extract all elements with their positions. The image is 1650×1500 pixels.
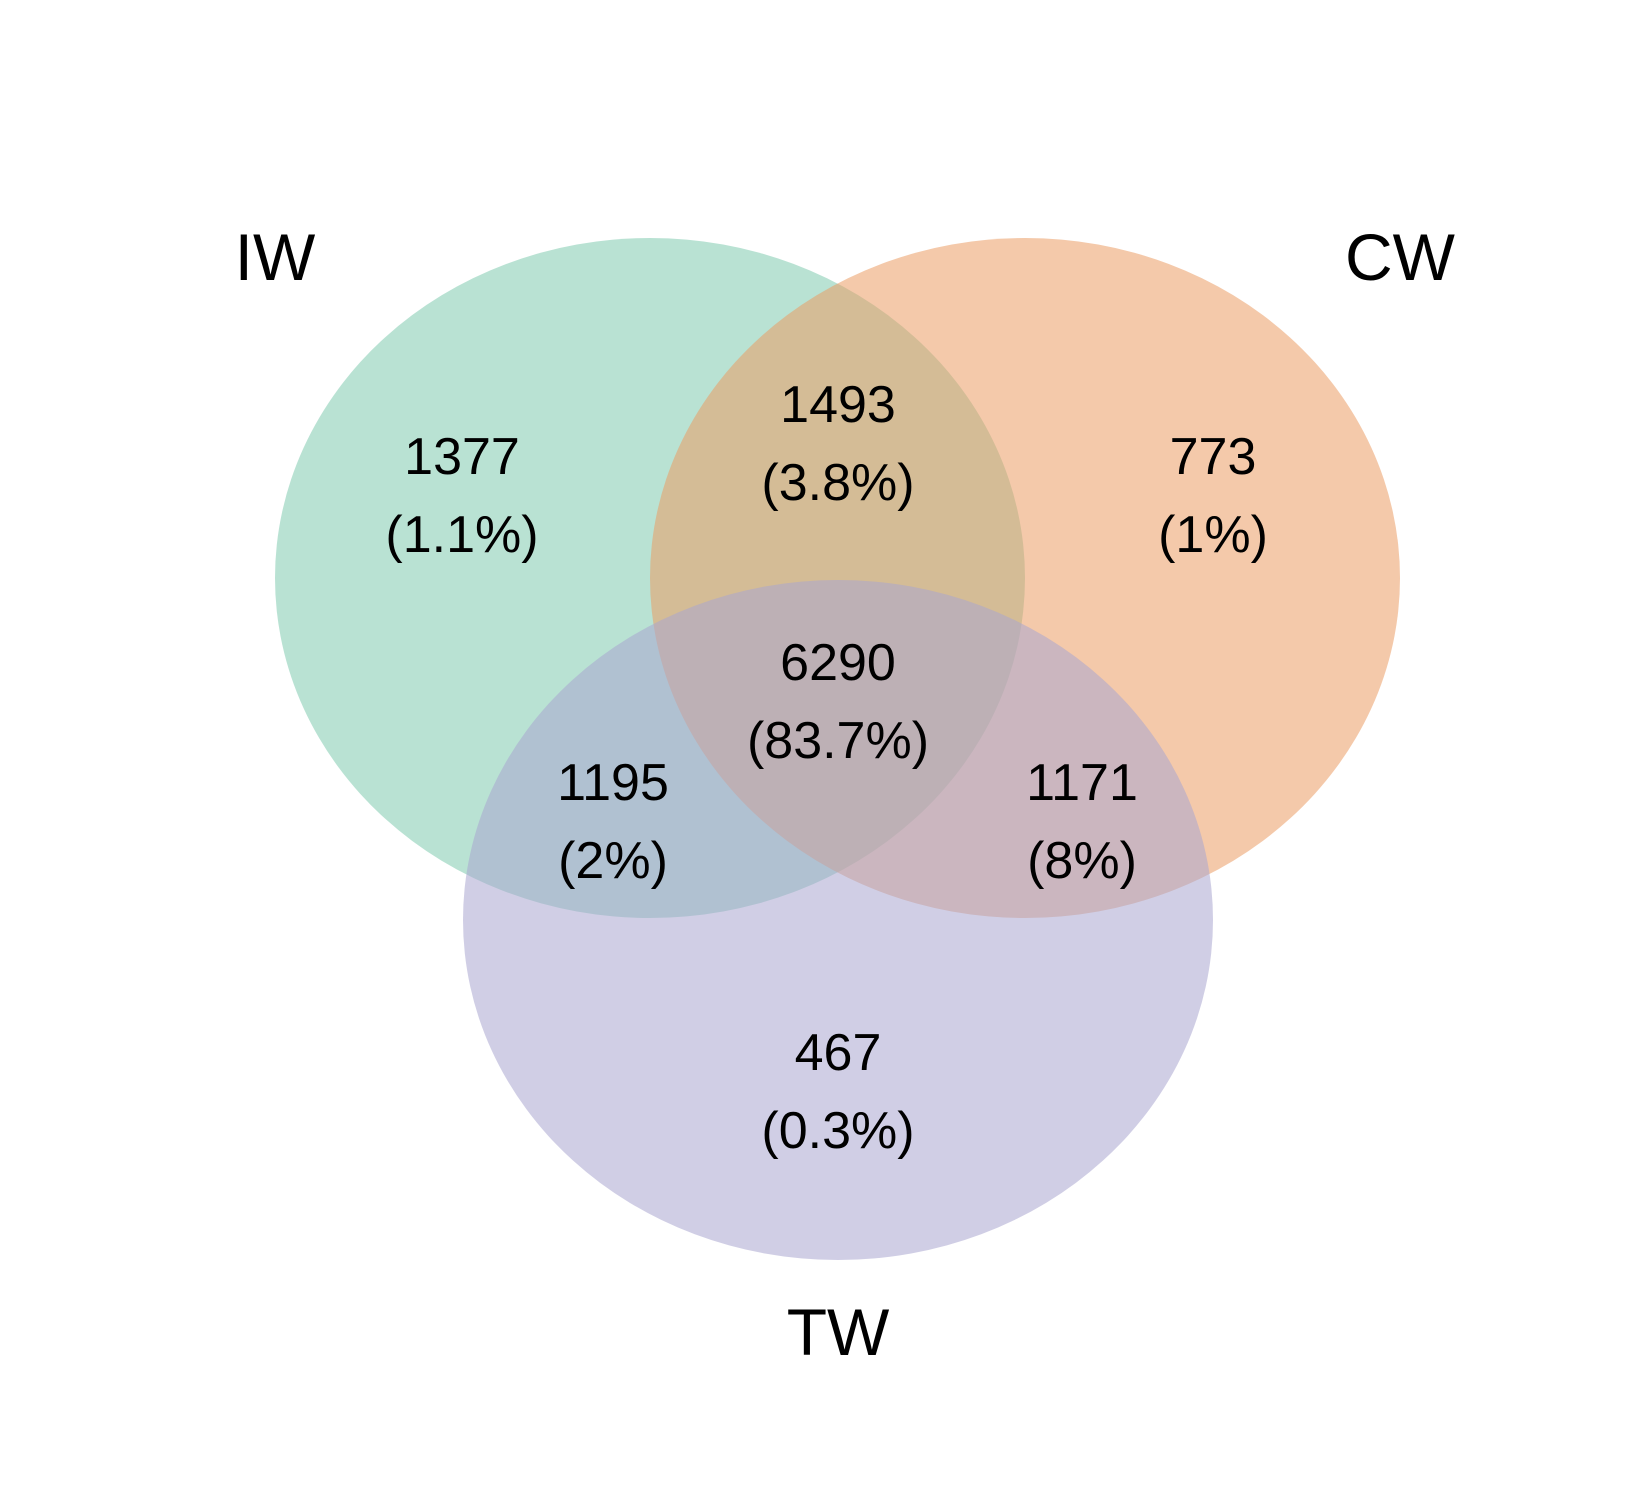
set-label-iw: IW	[235, 220, 316, 294]
set-label-cw: CW	[1345, 220, 1456, 294]
region-percent: (8%)	[1027, 832, 1137, 890]
region-count: 1493	[780, 376, 896, 434]
region-percent: (83.7%)	[747, 712, 929, 770]
region-iw-only: 1377 (1.1%)	[385, 428, 538, 564]
region-count: 6290	[780, 634, 896, 692]
region-percent: (2%)	[558, 832, 668, 890]
region-count: 1171	[1026, 754, 1138, 812]
region-iw-tw: 1195 (2%)	[557, 754, 669, 890]
region-percent: (3.8%)	[761, 454, 914, 512]
region-count: 1377	[404, 428, 520, 486]
region-percent: (1.1%)	[385, 506, 538, 564]
region-labels: 1377 (1.1%) 1493 (3.8%) 773 (1%) 6290 (83.7%) 11…	[385, 376, 1267, 1160]
region-percent: (1%)	[1158, 506, 1268, 564]
region-iw-cw: 1493 (3.8%)	[761, 376, 914, 512]
set-label-tw: TW	[787, 1295, 890, 1369]
set-circle-tw	[463, 580, 1213, 1260]
set-circles	[275, 238, 1400, 1260]
region-count: 467	[795, 1024, 882, 1082]
region-iw-cw-tw: 6290 (83.7%)	[747, 634, 929, 770]
region-tw-only: 467 (0.3%)	[761, 1024, 914, 1160]
set-labels: IW CW TW	[235, 220, 1456, 1369]
region-count: 1195	[557, 754, 669, 812]
region-cw-tw: 1171 (8%)	[1026, 754, 1138, 890]
region-percent: (0.3%)	[761, 1102, 914, 1160]
region-cw-only: 773 (1%)	[1158, 428, 1268, 564]
region-count: 773	[1170, 428, 1257, 486]
